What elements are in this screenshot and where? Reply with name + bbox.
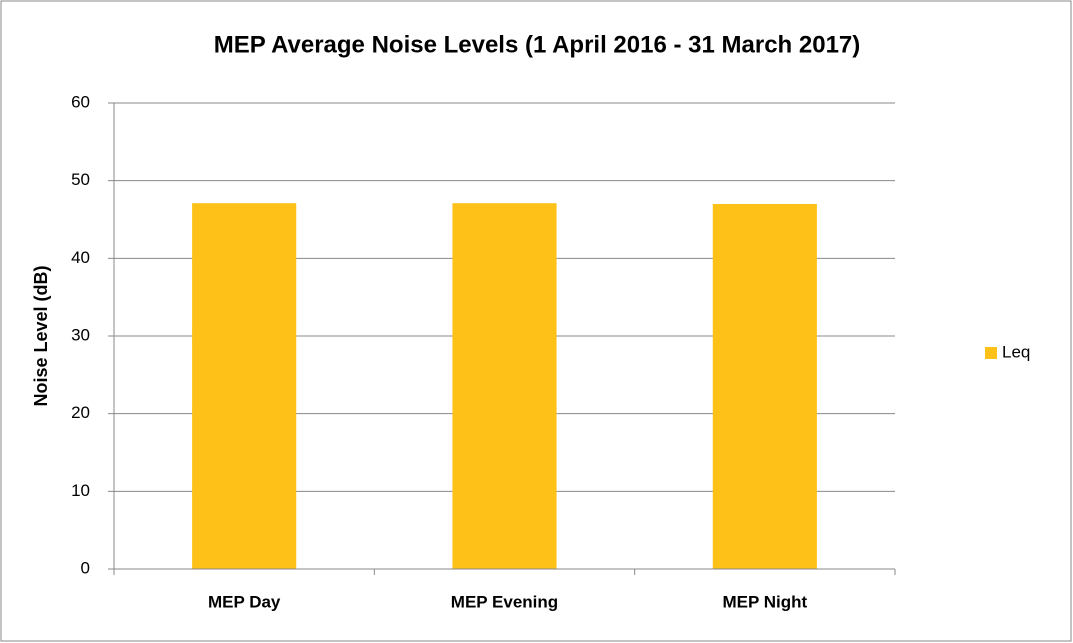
chart-title: MEP Average Noise Levels (1 April 2016 -… — [214, 31, 861, 58]
bar — [192, 203, 297, 569]
y-tick-label: 40 — [71, 248, 90, 267]
legend-label: Leq — [1002, 342, 1030, 361]
y-axis-label: Noise Level (dB) — [31, 265, 51, 406]
y-tick-label: 20 — [71, 403, 90, 422]
y-tick-label: 0 — [81, 558, 90, 577]
y-tick-label: 10 — [71, 481, 90, 500]
bar — [712, 203, 817, 569]
bar — [452, 203, 557, 569]
y-tick-label: 50 — [71, 170, 90, 189]
y-tick-label: 30 — [71, 325, 90, 344]
y-tick-label: 60 — [71, 92, 90, 111]
x-tick-label: MEP Day — [208, 592, 281, 611]
x-tick-label: MEP Night — [722, 592, 807, 611]
legend-swatch — [985, 347, 997, 359]
x-tick-label: MEP Evening — [451, 592, 558, 611]
